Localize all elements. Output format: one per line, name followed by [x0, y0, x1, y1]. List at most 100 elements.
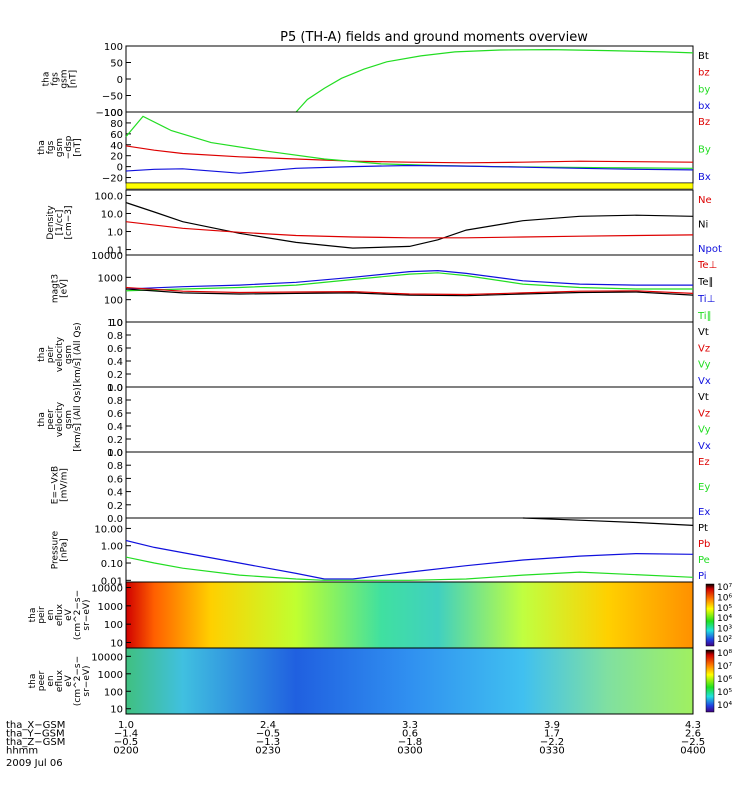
y-axis-label: (cm^2−s−	[73, 590, 83, 640]
x-axis-value: −1.8	[398, 737, 422, 748]
y-axis-label: [nPa]	[60, 538, 70, 561]
series-line-Ni	[125, 202, 694, 249]
y-axis-label: fgs	[51, 72, 61, 86]
y-tick-label: 10.0	[101, 209, 123, 220]
y-tick-label: 100	[104, 687, 123, 698]
y-axis-label: fgs	[46, 140, 56, 154]
x-axis-row-label: hhmm	[6, 746, 38, 757]
legend-label: Ti∥	[697, 311, 712, 322]
y-axis-label: [nT]	[73, 138, 83, 156]
legend-label: Ex	[698, 507, 710, 518]
y-axis-label: [nT]	[69, 70, 79, 88]
legend-label: Vt	[698, 392, 709, 403]
legend-label: Pi	[698, 571, 707, 582]
y-axis-label: −dsp	[64, 135, 74, 159]
y-tick-label: 10	[110, 638, 123, 649]
y-axis-label: gsm	[60, 69, 70, 88]
x-axis-date: 2009 Jul 06	[6, 758, 63, 769]
panel-tha_peer_velocity: 1.0 0.8 0.6 0.4 0.2 0.0 tha peer velocity gsm [km/…	[37, 383, 711, 459]
legend-label: Ti⊥	[697, 294, 715, 305]
x-axis-value: −1.3	[256, 737, 280, 748]
colorbar-tick-label: 10⁴	[717, 614, 732, 624]
y-axis-label: [mV/m]	[60, 468, 70, 502]
y-tick-label: 60	[110, 130, 123, 141]
y-axis-label: tha	[37, 140, 47, 155]
y-tick-label: 10000	[91, 251, 123, 262]
y-tick-label: 100	[104, 42, 123, 53]
series-line-Pe	[125, 556, 694, 581]
colorbar-tick-label: 10³	[717, 625, 732, 635]
y-tick-label: 0.2	[107, 501, 123, 512]
y-tick-label: 100.0	[94, 191, 123, 202]
panel-frame	[125, 45, 694, 113]
y-axis-label: tha	[37, 347, 47, 362]
legend-label: Vz	[698, 408, 710, 419]
y-axis-label: velocity	[55, 336, 65, 372]
y-tick-label: −50	[102, 92, 123, 103]
y-axis-label: [km/s] (All Qs)	[73, 322, 83, 386]
colorbar-tick-label: 10⁴	[717, 701, 732, 711]
y-tick-label: 0.8	[107, 461, 123, 472]
legend-label: Te∥	[697, 277, 714, 288]
x-axis-row-label: tha_Y−GSM	[6, 729, 65, 740]
x-axis-value: −2.5	[681, 737, 705, 748]
x-axis-value: −1.4	[114, 729, 138, 740]
y-axis-label: sr−eV)	[82, 599, 92, 630]
y-tick-label: 0	[117, 163, 123, 174]
legend-label: Vx	[698, 376, 711, 387]
y-tick-label: 50	[110, 59, 123, 70]
colorbar-tick-label: 10⁷	[717, 583, 732, 593]
legend-label: Pt	[698, 523, 708, 534]
legend-label: Ez	[698, 457, 710, 468]
y-axis-label: Pressure	[51, 530, 61, 569]
series-line-Bx	[125, 164, 694, 174]
plot-title: P5 (TH-A) fields and ground moments over…	[280, 30, 588, 45]
colorbar-tick-label: 10⁵	[717, 688, 732, 698]
y-tick-label: 0.6	[107, 474, 123, 485]
colorbar-tick-label: 10⁶	[717, 593, 732, 603]
colorbar	[705, 583, 715, 647]
x-axis-value: 3.3	[402, 720, 418, 731]
y-tick-label: 10.00	[94, 524, 123, 535]
x-axis-value: 4.3	[685, 720, 701, 731]
series-line-Ti⊥	[125, 269, 693, 290]
y-tick-label: 0.2	[107, 435, 123, 446]
x-axis-value: 0230	[255, 746, 280, 757]
panel-tha_peer_en_eflux: 10⁸ 10⁷ 10⁶ 10⁵ 10⁴ 10000 1000 100 10 tha peer en ef…	[28, 647, 732, 716]
x-axis-value: 0.6	[402, 729, 418, 740]
legend-label: by	[698, 84, 710, 95]
y-axis-label: [cm−3]	[64, 205, 74, 239]
legend-label: Bt	[698, 51, 709, 62]
y-axis-label: peer	[37, 670, 47, 691]
y-tick-label: 0.0	[107, 448, 123, 459]
y-axis-label: gsm	[64, 345, 74, 364]
colorbar-tick-label: 10⁵	[717, 604, 732, 614]
y-axis-label: E=−VxB	[51, 466, 61, 504]
legend-label: Vy	[698, 360, 711, 371]
y-tick-label: 1.0	[107, 228, 123, 239]
legend-label: bx	[698, 101, 710, 112]
x-axis-value: 0330	[539, 746, 564, 757]
x-axis-row-label: tha_Z−GSM	[6, 737, 65, 748]
y-axis-label: (cm^2−s−	[73, 656, 83, 706]
y-tick-label: 0.4	[107, 488, 123, 499]
y-axis-label: peir	[46, 345, 56, 363]
legend-label: Vy	[698, 425, 711, 436]
legend-label: Vt	[698, 327, 709, 338]
y-axis-label: en	[46, 609, 56, 620]
x-axis-value: 2.6	[685, 729, 701, 740]
panel-frame	[125, 386, 694, 453]
y-tick-label: 1.0	[107, 448, 123, 459]
panel-temperature: 10000 1000 100 10 magt3 [eV] Te⊥ Te∥ Ti⊥ Ti∥	[51, 251, 718, 329]
x-axis-value: 0400	[680, 746, 705, 757]
legend-label: bz	[698, 68, 710, 79]
y-tick-label: 0.01	[101, 576, 123, 587]
legend-label: Bz	[698, 117, 710, 128]
y-axis-label: [eV]	[60, 279, 70, 298]
series-line-by	[295, 48, 694, 113]
y-tick-label: 10	[110, 318, 123, 329]
y-axis-label: peer	[46, 409, 56, 430]
